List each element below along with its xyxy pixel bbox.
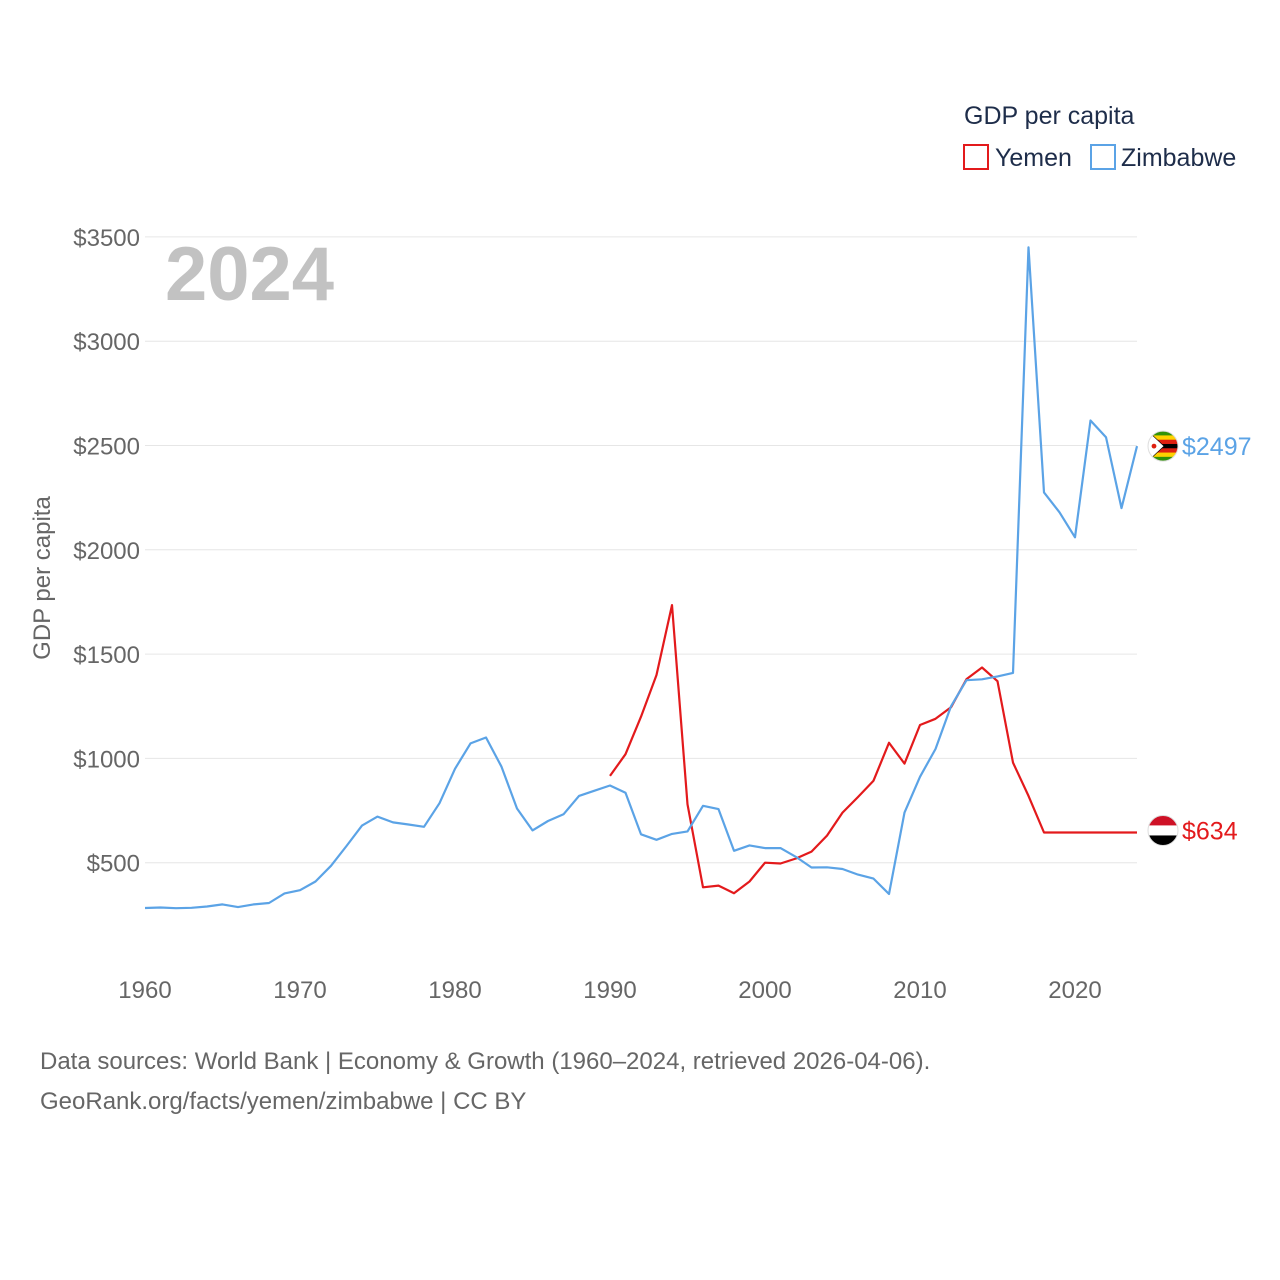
flag-band [1148, 452, 1178, 458]
y-tick-label: $3500 [73, 225, 140, 252]
y-tick-label: $3000 [73, 329, 140, 356]
x-tick-label: 1960 [118, 977, 171, 1004]
zimbabwe-flag-icon [1148, 431, 1178, 462]
flag-border [1147, 430, 1179, 462]
gdp-line-chart: $500$1000$1500$2000$2500$3000$3500 1960 1… [29, 102, 1252, 1004]
end-marker-yemen: $634 [1147, 814, 1238, 846]
x-tick-label: 2010 [893, 977, 946, 1004]
legend-swatch-yemen [963, 144, 989, 170]
y-axis-label: GDP per capita [29, 496, 56, 660]
current-year-watermark: 2024 [165, 232, 334, 317]
flag-band-white [1148, 825, 1178, 836]
footer-sources: Data sources: World Bank | Economy & Gro… [40, 1048, 931, 1075]
legend-label-zimbabwe: Zimbabwe [1121, 144, 1236, 172]
flag-band-red [1148, 815, 1178, 826]
flag-band-black [1148, 835, 1178, 846]
y-tick-label: $500 [87, 851, 140, 878]
x-tick-label: 1980 [428, 977, 481, 1004]
flag-band [1148, 435, 1178, 441]
x-tick-label: 1990 [583, 977, 636, 1004]
series-line-zimbabwe [144, 246, 1139, 910]
end-markers: $634 $2497 [1147, 430, 1252, 846]
x-tick-label: 2000 [738, 977, 791, 1004]
legend-label-yemen: Yemen [995, 144, 1072, 172]
y-tick-label: $2000 [73, 538, 140, 565]
gridlines [145, 236, 1137, 864]
y-tick-label: $1000 [73, 746, 140, 773]
end-value-label: $2497 [1182, 433, 1252, 461]
flag-band [1148, 456, 1178, 462]
end-marker-zimbabwe: $2497 [1147, 430, 1252, 462]
x-tick-label: 2020 [1048, 977, 1101, 1004]
series-line-yemen [609, 603, 1137, 895]
y-tick-label: $1500 [73, 642, 140, 669]
series-lines [144, 246, 1139, 910]
yemen-flag-icon [1148, 815, 1178, 846]
legend-swatch-zimbabwe [1090, 144, 1116, 170]
legend[interactable]: GDP per capita Yemen Zimbabwe [963, 102, 1236, 172]
flag-border [1147, 814, 1179, 846]
legend-item-yemen[interactable]: Yemen [963, 144, 1072, 172]
y-tick-label: $2500 [73, 434, 140, 461]
flag-star [1151, 443, 1157, 449]
x-tick-label: 1970 [273, 977, 326, 1004]
flag-band [1148, 439, 1178, 445]
footer-credit[interactable]: GeoRank.org/facts/yemen/zimbabwe | CC BY [40, 1088, 527, 1115]
legend-item-zimbabwe[interactable]: Zimbabwe [1090, 144, 1236, 172]
flag-band [1148, 448, 1178, 454]
x-axis-ticks: 1960 1970 1980 1990 2000 2010 2020 [118, 977, 1101, 1004]
end-value-label: $634 [1182, 817, 1238, 845]
footer: Data sources: World Bank | Economy & Gro… [40, 1042, 930, 1122]
legend-title: GDP per capita [964, 102, 1135, 130]
y-axis-ticks: $500 $1000 $1500 $2000 $2500 $3000 $3500 [73, 225, 140, 878]
flag-band [1148, 431, 1178, 436]
